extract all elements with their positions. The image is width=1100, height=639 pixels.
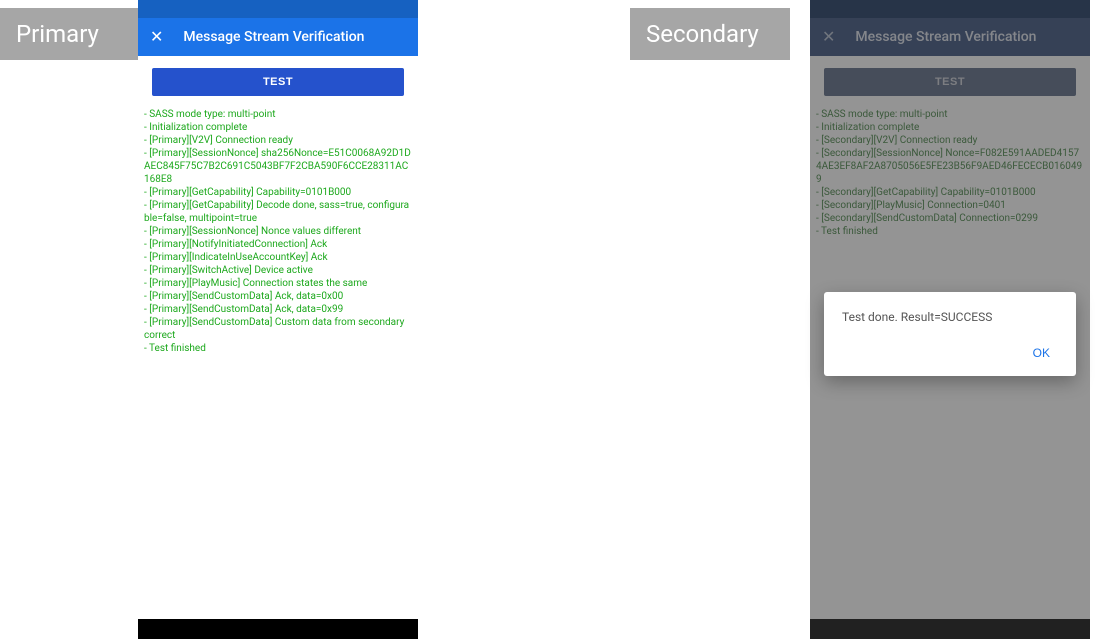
- app-bar-title: Message Stream Verification: [183, 29, 364, 45]
- close-icon[interactable]: ✕: [150, 29, 163, 45]
- test-button[interactable]: TEST: [152, 68, 404, 96]
- log-line: - [Primary][SendCustomData] Ack, data=0x…: [144, 290, 412, 303]
- log-line: - [Primary][GetCapability] Capability=01…: [144, 186, 412, 199]
- secondary-label: Secondary: [630, 8, 790, 60]
- log-line: - [Primary][PlayMusic] Connection states…: [144, 277, 412, 290]
- log-line: - [Primary][GetCapability] Decode done, …: [144, 199, 412, 225]
- log-line: - [Primary][SendCustomData] Ack, data=0x…: [144, 303, 412, 316]
- ok-button[interactable]: OK: [1025, 340, 1058, 366]
- primary-content: TEST - SASS mode type: multi-point - Ini…: [138, 56, 418, 619]
- log-line: - [Primary][SessionNonce] Nonce values d…: [144, 225, 412, 238]
- primary-phone: ✕ Message Stream Verification TEST - SAS…: [138, 0, 418, 639]
- log-line: - [Primary][NotifyInitiatedConnection] A…: [144, 238, 412, 251]
- log-line: - [Primary][IndicateInUseAccountKey] Ack: [144, 251, 412, 264]
- log-line: - Initialization complete: [144, 121, 412, 134]
- secondary-phone: ✕ Message Stream Verification TEST - SAS…: [810, 0, 1090, 639]
- status-bar: [138, 0, 418, 18]
- result-dialog: Test done. Result=SUCCESS OK: [824, 292, 1076, 376]
- primary-label: Primary: [0, 8, 138, 60]
- log-line: - [Primary][SendCustomData] Custom data …: [144, 316, 412, 342]
- primary-log: - SASS mode type: multi-point - Initiali…: [138, 108, 418, 355]
- app-bar: ✕ Message Stream Verification: [138, 18, 418, 56]
- log-line: - SASS mode type: multi-point: [144, 108, 412, 121]
- dialog-button-row: OK: [842, 340, 1058, 366]
- nav-bar: [138, 619, 418, 639]
- log-line: - [Primary][V2V] Connection ready: [144, 134, 412, 147]
- log-line: - Test finished: [144, 342, 412, 355]
- log-line: - [Primary][SwitchActive] Device active: [144, 264, 412, 277]
- dialog-message: Test done. Result=SUCCESS: [842, 310, 1058, 324]
- log-line: - [Primary][SessionNonce] sha256Nonce=E5…: [144, 147, 412, 186]
